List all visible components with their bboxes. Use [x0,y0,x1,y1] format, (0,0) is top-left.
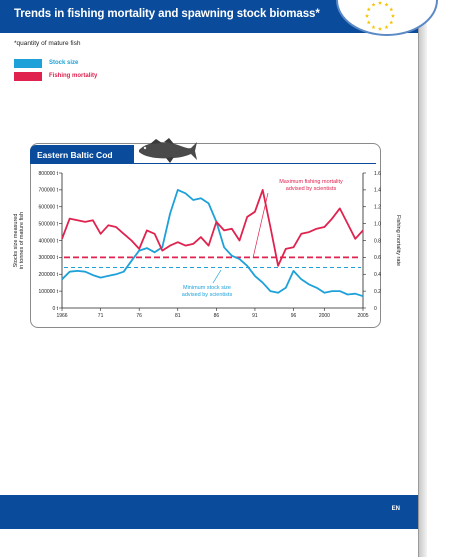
x-tick-label: 71 [98,313,104,319]
eu-star [389,20,394,25]
right-tick-label: 1.4 [374,188,381,194]
eu-star [371,25,376,30]
max-mortality-annotation: Maximum fishing mortality [279,179,343,185]
right-tick-label: 0.6 [374,255,381,261]
subtitle: *quantity of mature fish [14,40,81,47]
x-tick-label: 81 [175,313,181,319]
x-tick-label: 76 [136,313,142,319]
left-tick-label: 600000 t [39,205,59,211]
max-mortality-pointer [252,192,269,259]
series-line-fishing-mortality [61,188,364,267]
right-tick-label: 0 [374,306,377,312]
left-tick-label: 400000 t [39,238,59,244]
left-tick-label: 800000 t [39,171,59,177]
legend-label-mortality: Fishing mortality [49,73,98,79]
eu-star [364,13,370,18]
eu-logo [336,0,438,36]
right-tick-label: 0.4 [374,272,381,278]
eu-star [366,20,371,25]
legend-label-stock: Stock size [49,60,79,66]
x-tick-label: 2000 [319,313,330,319]
language-label: EN [391,506,400,512]
eu-stars-icon [364,0,396,31]
left-tick-label: 200000 t [39,272,59,278]
left-axis-label-line2: in tonnes of mature fish [19,212,25,269]
eu-star [366,7,371,12]
page-shadow [419,0,427,557]
left-tick-label: 100000 t [39,289,59,295]
legend-swatch-mortality [14,72,42,81]
right-tick-label: 0.2 [374,289,381,295]
x-tick-label: 96 [291,313,297,319]
right-tick-label: 1.2 [374,205,381,211]
eu-star [389,7,394,12]
eu-star [377,0,383,5]
chart-panel [30,143,381,328]
right-axis-label: Fishing mortality rate [395,215,401,266]
x-tick-label: 2005 [357,313,368,319]
footer-bar: EN [0,495,418,529]
series-line-stock-size [61,188,364,298]
right-tick-label: 0.8 [374,238,381,244]
cod-fish-icon [139,138,197,163]
min-stock-pointer [212,269,222,284]
x-tick-label: 91 [252,313,258,319]
page-title: Trends in fishing mortality and spawning… [14,8,320,20]
chart-title: Eastern Baltic Cod [37,150,113,160]
left-tick-label: 700000 t [39,188,59,194]
right-tick-label: 1.0 [374,221,381,227]
eu-star [371,2,376,7]
chart-title-rule [134,163,376,164]
min-stock-annotation: Minimum stock size [183,285,231,291]
x-tick-label: 86 [214,313,220,319]
right-tick-label: 1.6 [374,171,381,177]
eu-star [384,2,389,7]
legend-swatch-stock [14,59,42,68]
left-tick-label: 500000 t [39,221,59,227]
min-stock-annotation-line2: advised by scientists [182,292,233,298]
x-tick-label: 1966 [56,313,67,319]
eu-star [377,26,383,31]
eu-star [390,13,396,18]
max-mortality-annotation-line2: advised by scientists [286,186,337,192]
chart-title-bar: Eastern Baltic Cod [30,145,134,164]
eu-star [384,25,389,30]
left-tick-label: 300000 t [39,255,59,261]
left-tick-label: 0 t [52,306,58,312]
left-axis-label: Stocks size measured [13,214,19,268]
